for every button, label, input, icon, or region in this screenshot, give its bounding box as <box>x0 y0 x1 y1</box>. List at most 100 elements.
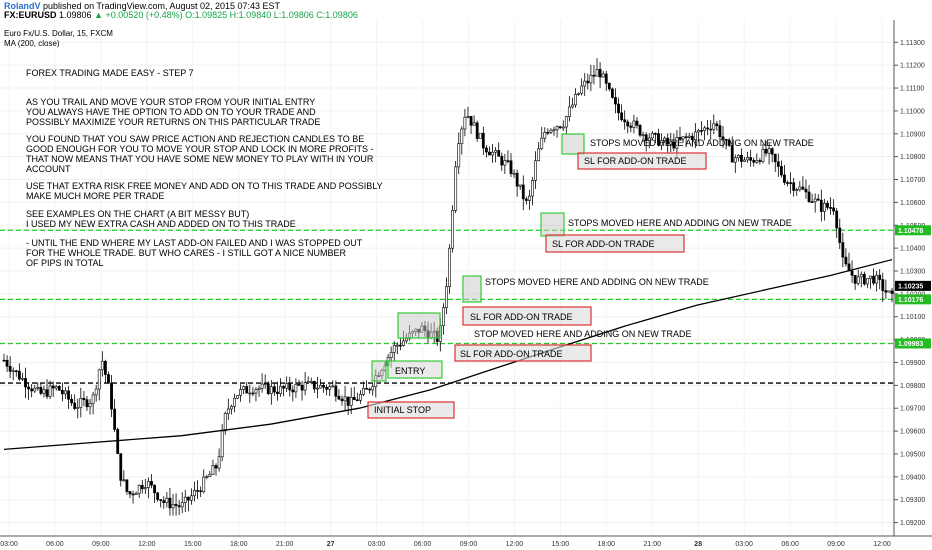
candle-body <box>783 174 786 183</box>
candle-body <box>395 344 399 347</box>
note-line: YOU ALWAYS HAVE THE OPTION TO ADD ON TO … <box>26 107 316 117</box>
candle-body <box>186 496 190 501</box>
candle-body <box>150 481 153 486</box>
price-chart[interactable]: Euro Fx/U.S. Dollar, 15, FXCM MA (200, c… <box>0 20 932 550</box>
note-line: ACCOUNT <box>26 164 71 174</box>
candle-body <box>319 384 322 389</box>
candle-body <box>27 386 30 390</box>
candle-body <box>30 388 34 392</box>
candle-body <box>5 359 9 367</box>
price-labels: 1.10478 1.10235 1.10176 1.09983 <box>895 225 931 349</box>
candle-body <box>724 139 728 141</box>
x-tick-label: 18:00 <box>598 541 616 548</box>
candle-body <box>697 130 700 133</box>
candle-body <box>703 127 706 131</box>
candle-body <box>17 370 21 380</box>
candle-body <box>730 145 734 163</box>
zone-box <box>540 212 565 237</box>
x-tick-label: 27 <box>327 541 335 548</box>
candle-body <box>125 479 129 492</box>
candle-body <box>884 290 888 293</box>
candle-body <box>291 389 295 393</box>
candle-body <box>107 374 110 384</box>
candle-body <box>196 490 199 492</box>
candle-body <box>571 104 574 108</box>
annotation-sl-add-on: SL FOR ADD-ON TRADE <box>460 349 563 359</box>
candle-body <box>743 159 746 162</box>
candle-body <box>236 395 239 399</box>
candle-body <box>153 484 156 494</box>
candle-body <box>359 394 362 401</box>
candle-body <box>807 191 811 202</box>
stop-box <box>462 306 592 326</box>
candle-body <box>524 198 528 201</box>
note-line: FOR THE WHOLE TRADE. BUT WHO CARES - I S… <box>26 248 347 258</box>
candle-body <box>574 94 577 106</box>
candle-body <box>159 499 163 501</box>
candle-body <box>663 137 667 141</box>
x-tick-label: 12:00 <box>873 541 891 548</box>
candle-body <box>853 274 857 284</box>
y-tick-label: 1.09700 <box>900 406 925 413</box>
candle-body <box>700 130 703 132</box>
candle-body <box>263 383 267 385</box>
candle-body <box>297 383 301 386</box>
candle-body <box>331 385 335 388</box>
zone-box <box>371 360 387 382</box>
candle-body <box>217 456 221 469</box>
price-label-box <box>895 294 931 305</box>
candle-body <box>872 275 875 284</box>
high-value: H:1.09840 <box>229 10 272 20</box>
candle-body <box>316 387 319 390</box>
candle-body <box>580 85 584 94</box>
y-tick-label: 1.10300 <box>900 268 925 275</box>
candle-body <box>463 116 467 130</box>
candle-body <box>786 182 789 184</box>
candle-body <box>36 387 40 389</box>
candle-body <box>512 172 516 175</box>
candle-body <box>549 129 553 133</box>
publish-info: published on TradingView.com, August 02,… <box>43 1 281 11</box>
candle-body <box>220 430 224 458</box>
candle-body <box>607 83 611 90</box>
candle-body <box>140 484 144 490</box>
candle-body <box>592 74 596 77</box>
candle-body <box>229 406 233 410</box>
candle-body <box>890 290 894 294</box>
candle-body <box>497 150 501 157</box>
candle-body <box>546 132 550 134</box>
candle-body <box>8 365 12 372</box>
candle-body <box>638 124 642 136</box>
candle-body <box>823 202 826 212</box>
candle-body <box>193 490 196 497</box>
candle-body <box>254 389 258 394</box>
y-tick-label: 1.10400 <box>900 246 925 253</box>
y-tick-label: 1.09600 <box>900 429 925 436</box>
candle-body <box>337 396 341 400</box>
candle-body <box>110 382 113 410</box>
x-tick-label: 03:00 <box>0 541 18 548</box>
candle-body <box>441 307 445 327</box>
time-axis[interactable]: 03:00 06:00 09:00 12:00 15:00 18:00 21:00 27 03:… <box>0 541 891 548</box>
candle-body <box>33 387 37 392</box>
candle-body <box>672 141 676 149</box>
candle-body <box>349 396 353 406</box>
candle-body <box>137 484 141 494</box>
x-tick-label: 28 <box>694 541 702 548</box>
candle-body <box>162 500 166 503</box>
candle-body <box>73 402 77 409</box>
candle-body <box>614 97 617 105</box>
candle-body <box>795 189 799 191</box>
zone-box <box>561 133 585 155</box>
candle-body <box>491 151 494 156</box>
y-tick-label: 1.11300 <box>900 40 925 47</box>
candle-body <box>543 132 547 139</box>
candle-body <box>733 157 737 163</box>
annotation-entry: ENTRY <box>395 366 425 376</box>
candle-body <box>269 386 273 395</box>
candle-body <box>813 198 817 203</box>
candle-body <box>528 195 531 201</box>
annotation-stops-moved: STOPS MOVED HERE AND ADDING ON NEW TRADE <box>568 218 792 228</box>
author-name[interactable]: RolandV <box>4 1 41 11</box>
candle-body <box>300 384 304 391</box>
